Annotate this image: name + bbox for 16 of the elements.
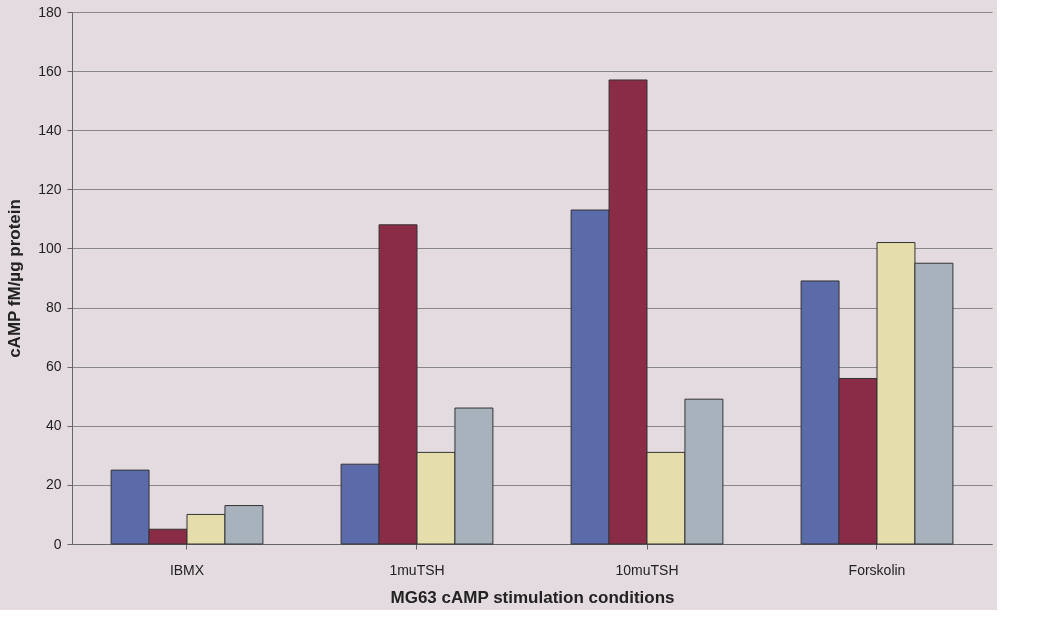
x-tick-label: IBMX xyxy=(169,561,205,578)
y-tick-label: 40 xyxy=(45,417,62,434)
y-tick-label: 180 xyxy=(38,3,62,20)
y-axis-title: cAMP fM/µg protein xyxy=(5,199,25,358)
y-tick-label: 60 xyxy=(45,358,62,375)
x-axis-title: MG63 cAMP stimulation conditions xyxy=(390,587,675,607)
y-tick-label: 120 xyxy=(38,180,62,197)
x-tick-label: Forskolin xyxy=(848,561,906,578)
y-tick-label: 0 xyxy=(53,535,62,552)
y-tick-label: 100 xyxy=(38,239,62,256)
y-tick-label: 20 xyxy=(45,476,62,493)
y-tick-label: 140 xyxy=(38,121,62,138)
y-tick-label: 80 xyxy=(45,299,62,316)
x-tick-label: 1muTSH xyxy=(389,561,445,578)
x-tick-label: 10muTSH xyxy=(615,561,679,578)
y-tick-label: 160 xyxy=(38,62,62,79)
